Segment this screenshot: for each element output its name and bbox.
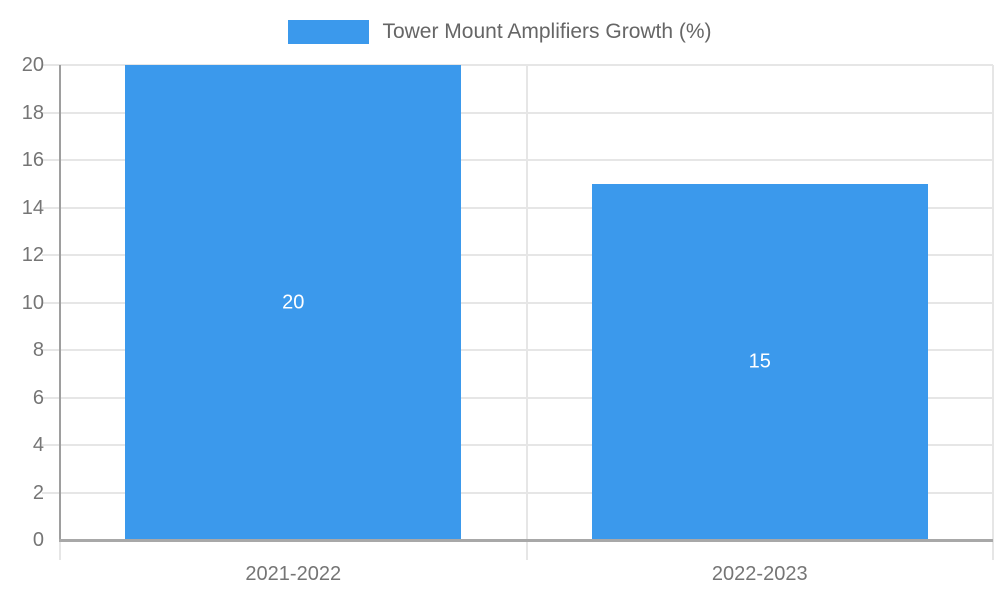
y-tick-label: 0	[32, 529, 44, 551]
bar-value-label: 20	[282, 291, 305, 313]
y-axis-line	[59, 65, 61, 540]
gridline-y-8	[42, 349, 993, 351]
gridline-x-boundary	[525, 65, 528, 560]
gridline-y-18	[42, 111, 993, 114]
y-tick-label: 18	[21, 101, 44, 124]
y-tick-label: 20	[21, 54, 44, 76]
x-tick-label: 2022-2023	[711, 563, 808, 585]
x-axis-line	[59, 539, 993, 542]
x-axis-origin-tick	[59, 542, 61, 560]
bar-value-label: 15	[748, 350, 771, 373]
bar-2022-2023[interactable]	[592, 184, 928, 540]
gridline-y-12	[42, 254, 993, 256]
plot-right-border	[992, 65, 994, 560]
gridline-y-4	[42, 444, 993, 446]
y-tick-label: 8	[32, 339, 44, 361]
y-tick-label: 16	[21, 149, 44, 171]
gridline-y-16	[42, 159, 993, 161]
gridline-y-6	[42, 396, 993, 399]
y-tick-label: 6	[32, 386, 44, 409]
y-tick-label: 10	[21, 291, 44, 314]
y-tick-label: 4	[32, 434, 44, 456]
bar-2021-2022[interactable]	[125, 65, 461, 540]
gridline-y-20	[42, 64, 993, 66]
legend-swatch-icon	[288, 20, 370, 44]
y-tick-label: 2	[32, 481, 44, 504]
legend-label: Tower Mount Amplifiers Growth (%)	[382, 20, 712, 43]
gridline-y-14	[42, 206, 993, 209]
y-tick-label: 12	[21, 244, 44, 266]
legend[interactable]: Tower Mount Amplifiers Growth (%)	[0, 18, 1000, 46]
y-tick-label: 14	[21, 196, 44, 219]
gridline-y-2	[42, 491, 993, 494]
gridline-y-10	[42, 301, 993, 304]
x-tick-label: 2021-2022	[245, 563, 342, 585]
